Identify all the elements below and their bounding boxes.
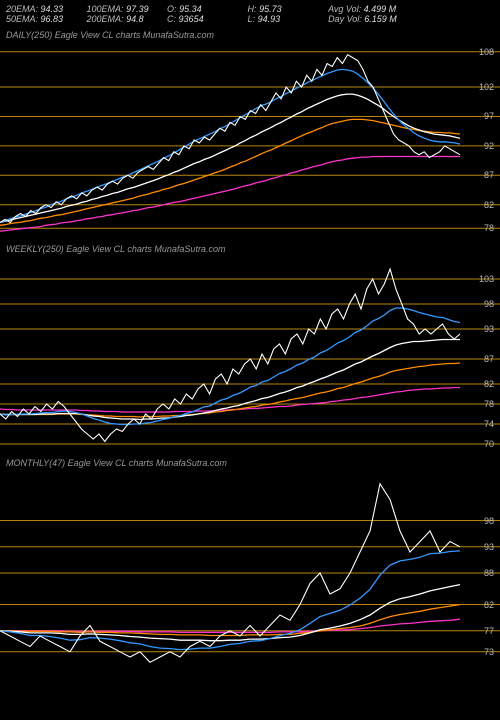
ytick-label: 102	[479, 82, 494, 92]
stats-header: 20EMA: 94.33 100EMA: 97.39 O: 95.34 H: 9…	[0, 0, 500, 26]
ytick-label: 103	[479, 274, 494, 284]
ytick-label: 93	[484, 324, 494, 334]
stat-open: O: 95.34	[167, 4, 248, 14]
ytick-label: 92	[484, 141, 494, 151]
stat-avgvol: Avg Vol: 4.499 M	[328, 4, 494, 14]
chart-panels: DAILY(250) Eagle View CL charts MunafaSu…	[0, 26, 500, 678]
ytick-label: 78	[484, 223, 494, 233]
ytick-label: 82	[484, 600, 494, 610]
stat-20ema: 20EMA: 94.33	[6, 4, 87, 14]
stat-high: H: 95.73	[248, 4, 329, 14]
chart-area: 73 77 82 88 93 98	[0, 468, 500, 678]
series-price	[0, 269, 460, 442]
series-ema100	[0, 363, 460, 417]
chart-panel: WEEKLY(250) Eagle View CL charts MunafaS…	[0, 240, 500, 454]
series-price	[0, 55, 460, 223]
ytick-label: 87	[484, 170, 494, 180]
series-ema50	[0, 340, 460, 420]
chart-area: 78 82 87 92 97 102 108	[0, 40, 500, 240]
ytick-label: 78	[484, 399, 494, 409]
stat-200ema: 200EMA: 94.8	[87, 14, 168, 24]
ytick-label: 70	[484, 439, 494, 449]
ytick-label: 74	[484, 419, 494, 429]
ytick-label: 108	[479, 47, 494, 57]
panel-title: MONTHLY(47) Eagle View CL charts MunafaS…	[0, 454, 500, 468]
stat-dayvol: Day Vol: 6.159 M	[328, 14, 494, 24]
ytick-label: 82	[484, 379, 494, 389]
ytick-label: 88	[484, 568, 494, 578]
ytick-label: 73	[484, 647, 494, 657]
stat-50ema: 50EMA: 96.83	[6, 14, 87, 24]
ytick-label: 97	[484, 111, 494, 121]
series-ema100	[0, 119, 460, 225]
ytick-label: 93	[484, 542, 494, 552]
series-ema200	[0, 388, 460, 413]
ytick-label: 87	[484, 354, 494, 364]
ytick-label: 82	[484, 200, 494, 210]
ytick-label: 98	[484, 299, 494, 309]
panel-title: DAILY(250) Eagle View CL charts MunafaSu…	[0, 26, 500, 40]
stat-low: L: 94.93	[248, 14, 329, 24]
ytick-label: 77	[484, 626, 494, 636]
ytick-label: 98	[484, 516, 494, 526]
chart-panel: DAILY(250) Eagle View CL charts MunafaSu…	[0, 26, 500, 240]
panel-title: WEEKLY(250) Eagle View CL charts MunafaS…	[0, 240, 500, 254]
stat-100ema: 100EMA: 97.39	[87, 4, 168, 14]
chart-area: 70 74 78 82 87 93 98 103	[0, 254, 500, 454]
chart-panel: MONTHLY(47) Eagle View CL charts MunafaS…	[0, 454, 500, 678]
stat-close: C: 93654	[167, 14, 248, 24]
series-ema50	[0, 94, 460, 222]
